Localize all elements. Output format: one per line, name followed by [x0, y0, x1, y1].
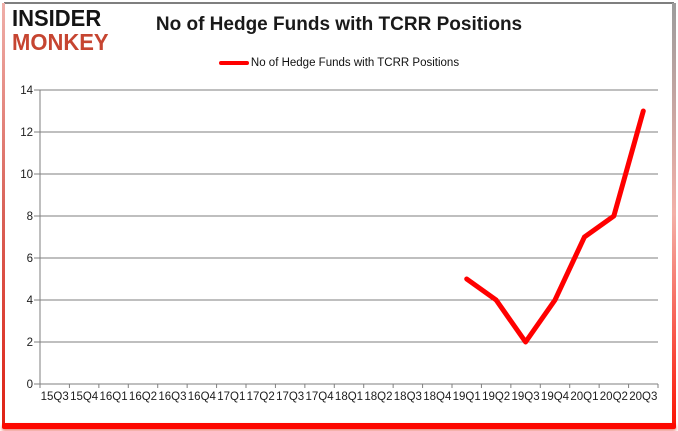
svg-text:12: 12: [20, 127, 33, 139]
svg-text:14: 14: [20, 85, 33, 97]
svg-text:18Q2: 18Q2: [364, 391, 392, 403]
insider-monkey-logo: INSIDER MONKEY: [12, 4, 109, 56]
logo-word-insider: INSIDER: [12, 4, 102, 32]
svg-text:20Q2: 20Q2: [600, 391, 628, 403]
svg-text:18Q3: 18Q3: [394, 391, 422, 403]
svg-text:19Q4: 19Q4: [541, 391, 570, 403]
svg-text:0: 0: [27, 379, 33, 391]
svg-text:19Q3: 19Q3: [512, 391, 540, 403]
svg-text:2: 2: [27, 337, 33, 349]
legend-label: No of Hedge Funds with TCRR Positions: [250, 57, 460, 69]
legend-line-swatch: [218, 61, 249, 65]
svg-text:20Q3: 20Q3: [629, 391, 657, 403]
frame-border-top: [4, 2, 674, 4]
svg-text:16Q1: 16Q1: [100, 391, 128, 403]
frame-border-right: [672, 3, 676, 425]
svg-text:16Q3: 16Q3: [158, 391, 186, 403]
svg-text:10: 10: [20, 169, 33, 181]
svg-text:19Q1: 19Q1: [453, 391, 481, 403]
frame-border-left: [2, 3, 5, 425]
svg-text:4: 4: [27, 295, 34, 307]
svg-text:15Q4: 15Q4: [70, 391, 99, 403]
legend: No of Hedge Funds with TCRR Positions: [0, 57, 678, 69]
svg-text:15Q3: 15Q3: [41, 391, 69, 403]
logo-word-monkey: MONKEY: [12, 28, 109, 56]
svg-text:19Q2: 19Q2: [482, 391, 510, 403]
svg-text:18Q1: 18Q1: [335, 391, 363, 403]
svg-text:16Q2: 16Q2: [129, 391, 157, 403]
frame-border-bottom: [2, 423, 676, 429]
chart-title: No of Hedge Funds with TCRR Positions: [155, 14, 523, 35]
svg-text:20Q1: 20Q1: [570, 391, 598, 403]
svg-text:17Q3: 17Q3: [276, 391, 304, 403]
svg-text:17Q2: 17Q2: [247, 391, 275, 403]
svg-text:16Q4: 16Q4: [188, 391, 217, 403]
svg-text:6: 6: [27, 253, 33, 265]
svg-text:17Q1: 17Q1: [217, 391, 245, 403]
svg-text:8: 8: [27, 211, 33, 223]
svg-text:17Q4: 17Q4: [306, 391, 335, 403]
svg-text:18Q4: 18Q4: [423, 391, 452, 403]
